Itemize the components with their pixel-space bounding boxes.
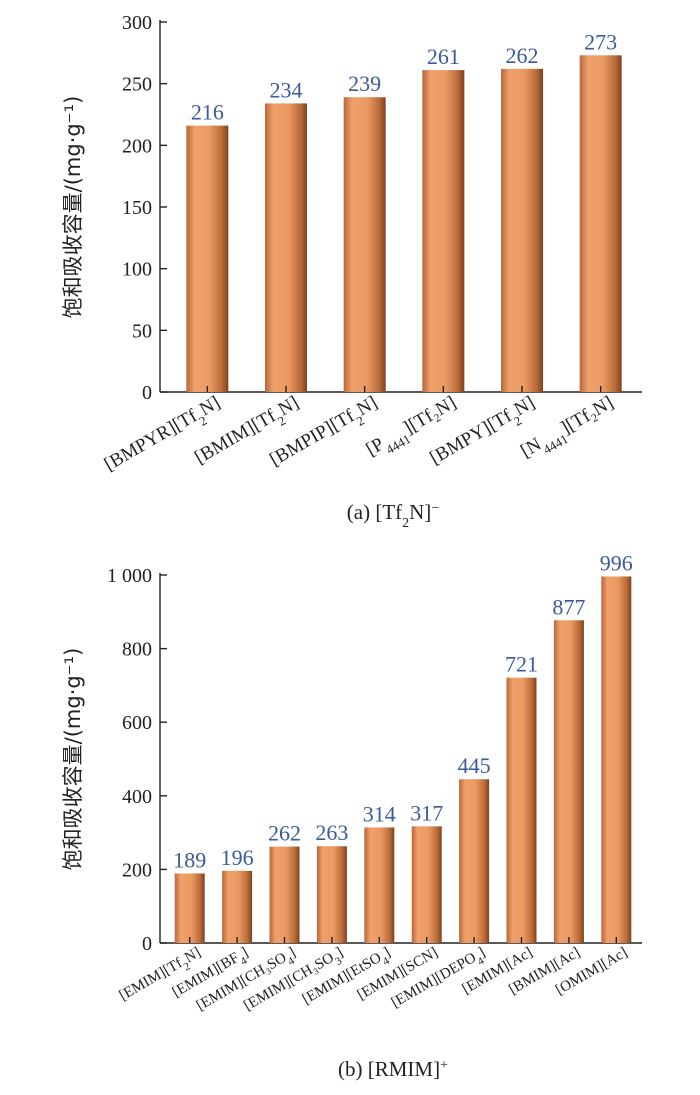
- bar: [174, 873, 205, 943]
- value-label: 721: [505, 652, 538, 677]
- value-label: 216: [191, 100, 224, 125]
- y-tick-label: 200: [122, 135, 152, 157]
- value-label: 239: [348, 71, 381, 96]
- category-label: [BMPYR][Tf2N]: [101, 392, 227, 480]
- y-tick-label: 50: [132, 320, 152, 342]
- bar: [316, 846, 347, 943]
- bar: [579, 55, 622, 393]
- value-label: 196: [221, 845, 254, 870]
- bar: [186, 125, 229, 392]
- y-tick-label: 0: [142, 933, 152, 955]
- y-tick-label: 800: [122, 639, 152, 661]
- value-label: 189: [173, 847, 206, 872]
- y-tick-label: 300: [122, 12, 152, 34]
- value-label: 261: [427, 44, 460, 69]
- value-label: 234: [270, 77, 303, 102]
- bar: [343, 97, 386, 392]
- y-tick-label: 0: [142, 382, 152, 404]
- value-label: 996: [600, 550, 633, 575]
- y-tick-label: 200: [122, 859, 152, 881]
- y-tick-label: 1 000: [107, 565, 152, 587]
- bar: [222, 870, 253, 943]
- chart-caption: (b) [RMIM]+: [338, 1057, 448, 1081]
- bar: [506, 677, 537, 943]
- y-tick-label: 150: [122, 197, 152, 219]
- bar: [364, 827, 395, 943]
- bar: [459, 779, 490, 943]
- bar: [269, 846, 300, 943]
- bar: [601, 576, 632, 943]
- value-label: 877: [552, 594, 585, 619]
- y-axis-label: 饱和吸收容量/(mg·g⁻¹): [61, 96, 85, 319]
- bar: [411, 826, 442, 943]
- value-label: 273: [584, 29, 617, 54]
- value-label: 262: [268, 821, 301, 846]
- value-label: 262: [506, 43, 539, 68]
- bar: [422, 70, 465, 392]
- chart-a: 0 50 100 150 200 250 300 饱和吸收容量/(mg·g⁻¹) 216 [BMP…: [61, 12, 642, 531]
- y-tick-label: 600: [122, 712, 152, 734]
- y-tick-label: 400: [122, 786, 152, 808]
- value-label: 445: [458, 753, 491, 778]
- y-tick-label: 100: [122, 259, 152, 281]
- bar: [265, 103, 307, 393]
- chart-caption: (a) [Tf2N]−: [347, 500, 440, 531]
- value-label: 263: [315, 820, 348, 845]
- value-label: 314: [363, 801, 396, 826]
- bar: [553, 620, 584, 943]
- value-label: 317: [410, 800, 443, 825]
- bar: [501, 68, 543, 392]
- y-tick-label: 250: [122, 74, 152, 96]
- y-axis-label: 饱和吸收容量/(mg·g⁻¹): [61, 648, 85, 871]
